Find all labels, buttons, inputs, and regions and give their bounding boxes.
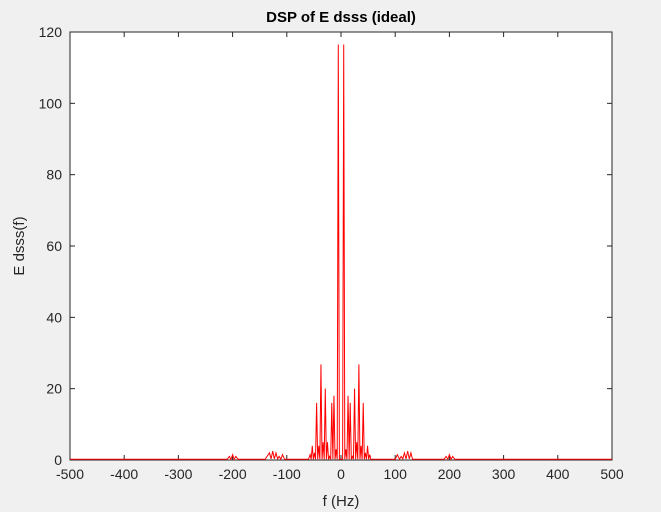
x-axis-label: f (Hz) (323, 493, 360, 510)
x-tick-label: -200 (219, 466, 247, 482)
axis-ticks (69, 31, 613, 461)
x-tick-label: 0 (337, 466, 345, 482)
x-tick-label: 100 (384, 466, 408, 482)
x-tick-label: 400 (546, 466, 570, 482)
x-tick-label: -300 (164, 466, 192, 482)
axis-tick-labels: -500 -400 -300 -200 -100 0 100 200 300 400 500 0 20 4… (39, 24, 624, 482)
x-tick-label: -100 (273, 466, 301, 482)
x-tick-label: 200 (438, 466, 462, 482)
y-tick-label: 100 (39, 95, 63, 111)
y-tick-label: 60 (46, 238, 62, 254)
y-tick-label: 40 (46, 309, 62, 325)
plot-area (69, 31, 613, 461)
y-tick-label: 0 (54, 452, 62, 468)
x-tick-label: 500 (600, 466, 624, 482)
series-line (70, 44, 612, 461)
x-tick-label: 300 (492, 466, 516, 482)
y-axis-label: E dsss(f) (11, 216, 28, 275)
x-tick-label: -400 (110, 466, 138, 482)
x-tick-label: -500 (56, 466, 84, 482)
y-tick-label: 20 (46, 381, 62, 397)
y-tick-label: 80 (46, 167, 62, 183)
y-tick-label: 120 (39, 24, 63, 40)
chart-title: DSP of E dsss (ideal) (266, 9, 416, 26)
